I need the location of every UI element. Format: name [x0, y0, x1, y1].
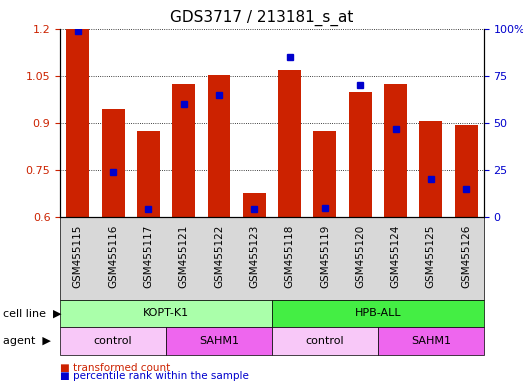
Text: KOPT-K1: KOPT-K1 — [143, 308, 189, 318]
Bar — [243, 194, 266, 217]
Bar — [349, 91, 372, 217]
Bar — [313, 131, 336, 217]
Bar — [66, 29, 89, 217]
Bar — [419, 121, 442, 217]
Text: control: control — [305, 336, 344, 346]
Text: SAHM1: SAHM1 — [411, 336, 451, 346]
Text: GDS3717 / 213181_s_at: GDS3717 / 213181_s_at — [170, 10, 353, 26]
Bar — [278, 70, 301, 217]
Bar — [208, 75, 231, 217]
Bar — [101, 109, 124, 217]
Bar — [137, 131, 160, 217]
Text: control: control — [94, 336, 132, 346]
Bar — [172, 84, 195, 217]
Bar — [384, 84, 407, 217]
Text: SAHM1: SAHM1 — [199, 336, 239, 346]
Text: ■ transformed count: ■ transformed count — [60, 363, 170, 373]
Text: ■ percentile rank within the sample: ■ percentile rank within the sample — [60, 371, 249, 381]
Text: agent  ▶: agent ▶ — [3, 336, 51, 346]
Text: cell line  ▶: cell line ▶ — [3, 308, 61, 318]
Text: HPB-ALL: HPB-ALL — [355, 308, 401, 318]
Bar — [454, 125, 477, 217]
